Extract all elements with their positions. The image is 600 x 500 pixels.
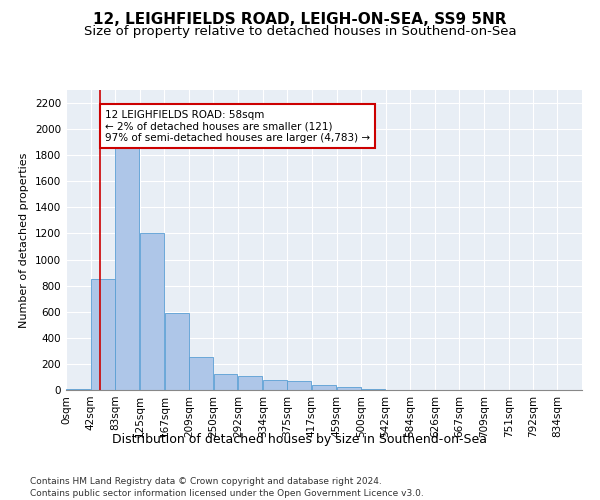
- Text: Contains public sector information licensed under the Open Government Licence v3: Contains public sector information licen…: [30, 489, 424, 498]
- Bar: [66, 388, 90, 390]
- Bar: [115, 146, 139, 390]
- Bar: [312, 385, 336, 390]
- Bar: [263, 380, 287, 390]
- Bar: [238, 376, 262, 390]
- Bar: [140, 234, 164, 390]
- Bar: [361, 388, 385, 390]
- Bar: [91, 279, 115, 390]
- Y-axis label: Number of detached properties: Number of detached properties: [19, 152, 29, 328]
- Text: Distribution of detached houses by size in Southend-on-Sea: Distribution of detached houses by size …: [113, 432, 487, 446]
- Bar: [337, 388, 361, 390]
- Bar: [214, 374, 238, 390]
- Text: 12, LEIGHFIELDS ROAD, LEIGH-ON-SEA, SS9 5NR: 12, LEIGHFIELDS ROAD, LEIGH-ON-SEA, SS9 …: [93, 12, 507, 28]
- Text: Size of property relative to detached houses in Southend-on-Sea: Size of property relative to detached ho…: [83, 25, 517, 38]
- Bar: [164, 313, 188, 390]
- Text: 12 LEIGHFIELDS ROAD: 58sqm
← 2% of detached houses are smaller (121)
97% of semi: 12 LEIGHFIELDS ROAD: 58sqm ← 2% of detac…: [105, 110, 370, 143]
- Bar: [190, 358, 213, 390]
- Bar: [287, 381, 311, 390]
- Text: Contains HM Land Registry data © Crown copyright and database right 2024.: Contains HM Land Registry data © Crown c…: [30, 478, 382, 486]
